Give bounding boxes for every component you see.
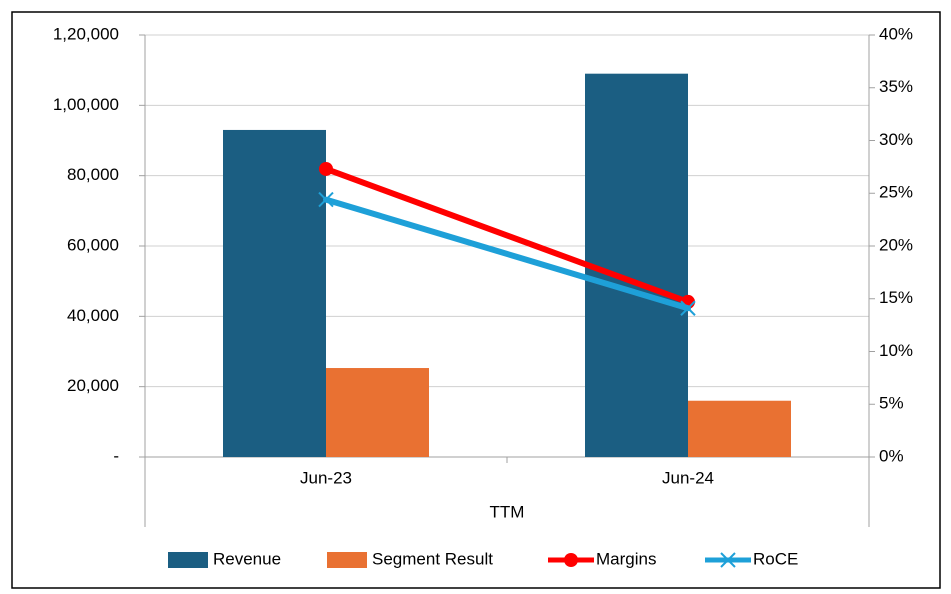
legend-label: Revenue	[213, 549, 281, 568]
line-marker	[319, 161, 333, 176]
y2-tick-label: 25%	[879, 183, 913, 202]
legend-marker	[720, 552, 736, 568]
y-tick-label: 80,000	[67, 165, 119, 184]
legend-swatch	[168, 552, 208, 568]
y-tick-label: 60,000	[67, 235, 119, 254]
line-marker	[680, 300, 696, 316]
y2-tick-label: 10%	[879, 341, 913, 360]
line-marker	[318, 191, 334, 208]
y2-tick-label: 0%	[879, 446, 904, 465]
bar	[688, 400, 791, 457]
y2-tick-label: 5%	[879, 394, 904, 413]
y-tick-label: 40,000	[67, 306, 119, 325]
x-axis-title: TTM	[490, 502, 525, 521]
line	[323, 165, 691, 305]
bar	[223, 129, 326, 457]
bar	[585, 73, 688, 457]
x-tick-label: Jun-23	[300, 468, 352, 487]
chart-border	[11, 11, 941, 589]
y2-tick-label: 15%	[879, 288, 913, 307]
x-tick-label: Jun-24	[662, 468, 714, 487]
legend-label: RoCE	[753, 549, 798, 568]
y-tick-label: 20,000	[67, 376, 119, 395]
legend-swatch	[327, 552, 367, 568]
y-tick-label: 1,00,000	[53, 95, 119, 114]
y2-tick-label: 20%	[879, 235, 913, 254]
bar	[326, 368, 429, 457]
legend-marker	[564, 553, 578, 567]
legend-label: Margins	[596, 549, 656, 568]
y-tick-label: 1,20,000	[53, 24, 119, 43]
legend-label: Segment Result	[372, 549, 493, 568]
y2-tick-label: 30%	[879, 130, 913, 149]
y2-tick-label: 35%	[879, 77, 913, 96]
line	[323, 196, 691, 312]
y-tick-label: -	[113, 446, 119, 465]
y2-tick-label: 40%	[879, 24, 913, 43]
